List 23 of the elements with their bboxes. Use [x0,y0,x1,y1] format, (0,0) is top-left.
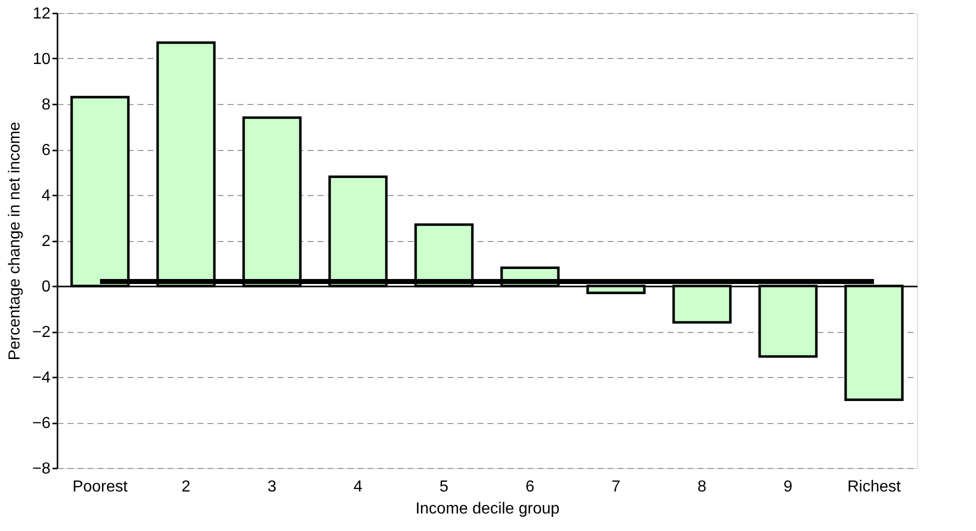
x-tick-label: 9 [784,478,793,496]
x-tick-label: 3 [268,478,277,496]
y-tick-label: 12 [32,6,51,22]
x-tick-label: 6 [526,478,535,496]
x-tick-label: Poorest [72,478,128,496]
x-tick-label: 5 [440,478,449,496]
x-tick-label: 4 [354,478,363,496]
y-tick-label: −8 [32,460,51,478]
y-axis-title: Percentage change in net income [6,122,24,360]
y-tick-label: 2 [42,233,51,250]
x-tick-label: 2 [182,478,191,496]
y-tick-label: 10 [32,51,51,68]
y-tick-label: −4 [32,370,51,386]
x-tick-label: 7 [612,478,621,496]
y-tick-label: −6 [32,415,51,432]
x-axis-title: Income decile group [415,500,560,518]
y-tick-label: 0 [42,278,51,296]
x-tick-label: 8 [698,478,707,496]
y-tick-label: 8 [42,96,51,114]
y-tick-label: 4 [42,188,51,204]
x-tick-label: Richest [847,478,902,496]
y-tick-label: 6 [42,142,51,159]
y-tick-label: −2 [32,324,51,341]
